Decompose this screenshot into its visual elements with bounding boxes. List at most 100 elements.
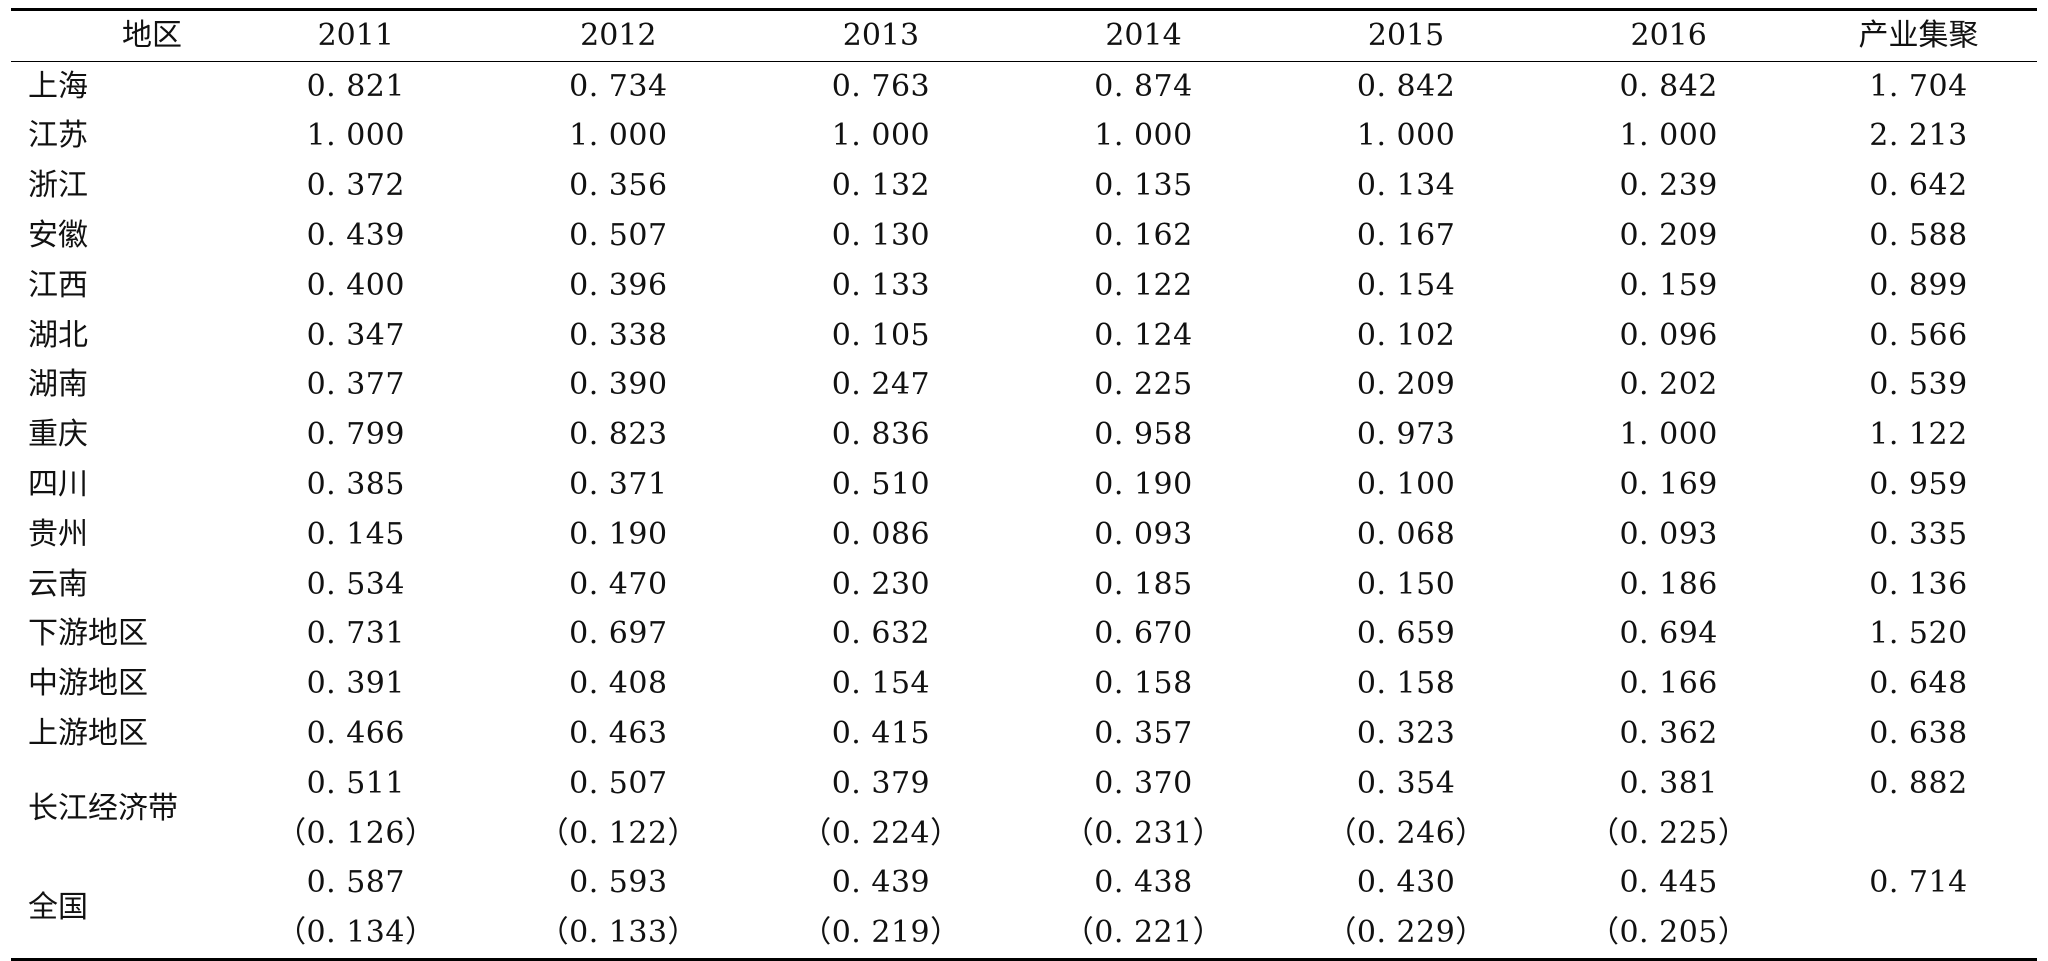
value-cell: 0. 093 — [1094, 516, 1193, 552]
value-cell: 1. 000 — [1356, 118, 1456, 154]
value-cell: 0. 823 — [569, 417, 668, 453]
region-cell: 湖南 — [28, 367, 88, 403]
value-cell: 0. 186 — [1619, 566, 1718, 602]
agglomeration-cell: 0. 638 — [1869, 716, 1968, 752]
value-cell: 0. 154 — [1356, 267, 1456, 303]
summary-agglomeration-empty-cell — [1800, 908, 2037, 959]
summary-mean-cell: 0. 439 — [831, 865, 931, 901]
summary-row: 全国 0. 587 0. 593 0. 439 0. 438 0. 430 0. 445 0.… — [11, 859, 2037, 923]
agglomeration-cell: 0. 642 — [1869, 168, 1968, 204]
value-cell: 0. 799 — [306, 417, 405, 453]
region-cell: 江苏 — [28, 118, 88, 154]
region-cell: 湖北 — [28, 317, 88, 353]
summary-mean-cell: 0. 587 — [306, 865, 405, 901]
value-cell: 0. 415 — [831, 716, 931, 752]
value-cell: 0. 973 — [1356, 417, 1456, 453]
agglomeration-cell: 0. 335 — [1869, 516, 1968, 552]
table-row: 湖南 0. 377 0. 390 0. 247 0. 225 0. 209 0. 202 0.… — [11, 361, 2037, 411]
value-cell: 0. 734 — [569, 68, 668, 104]
value-cell: 0. 534 — [306, 566, 405, 602]
summary-agglomeration-cell: 0. 882 — [1869, 765, 1968, 801]
value-cell: 1. 000 — [1094, 118, 1193, 154]
summary-sd-cell: （0. 224） — [801, 815, 961, 851]
value-cell: 0. 124 — [1094, 317, 1193, 353]
value-cell: 0. 169 — [1619, 467, 1718, 503]
agglomeration-cell: 0. 539 — [1869, 367, 1968, 403]
table-header: 地区 2011 2012 2013 2014 2015 2016 产业集聚 — [11, 9, 2037, 62]
value-cell: 0. 093 — [1619, 516, 1718, 552]
value-cell: 0. 408 — [569, 666, 668, 702]
value-cell: 0. 470 — [569, 566, 668, 602]
agglomeration-cell: 0. 588 — [1869, 218, 1968, 254]
summary-row: 长江经济带 0. 511 0. 507 0. 379 0. 370 0. 354 0. 38… — [11, 759, 2037, 823]
table-body: 上海 0. 821 0. 734 0. 763 0. 874 0. 842 0. 842 1.… — [11, 61, 2037, 959]
value-cell: 0. 763 — [831, 68, 931, 104]
table-row: 贵州 0. 145 0. 190 0. 086 0. 093 0. 068 0. 093 0.… — [11, 510, 2037, 560]
value-cell: 1. 000 — [1619, 417, 1718, 453]
agglomeration-cell: 1. 122 — [1869, 417, 1968, 453]
summary-sd-cell: （0. 219） — [801, 915, 961, 951]
value-cell: 0. 190 — [569, 516, 668, 552]
summary-sd-cell: （0. 133） — [538, 915, 699, 951]
value-cell: 0. 247 — [831, 367, 931, 403]
table-row: 安徽 0. 439 0. 507 0. 130 0. 162 0. 167 0. 209 0.… — [11, 211, 2037, 261]
value-cell: 0. 836 — [831, 417, 931, 453]
value-cell: 0. 167 — [1356, 218, 1456, 254]
agglomeration-cell: 2. 213 — [1869, 118, 1968, 154]
value-cell: 0. 371 — [569, 467, 668, 503]
value-cell: 0. 821 — [306, 68, 405, 104]
value-cell: 0. 697 — [569, 616, 668, 652]
value-cell: 1. 000 — [306, 118, 405, 154]
value-cell: 0. 659 — [1356, 616, 1456, 652]
value-cell: 0. 439 — [306, 218, 405, 254]
value-cell: 0. 842 — [1356, 68, 1456, 104]
value-cell: 0. 185 — [1094, 566, 1193, 602]
value-cell: 0. 362 — [1619, 716, 1718, 752]
value-cell: 0. 190 — [1094, 467, 1193, 503]
value-cell: 0. 154 — [831, 666, 931, 702]
value-cell: 0. 510 — [831, 467, 931, 503]
value-cell: 1. 000 — [569, 118, 668, 154]
value-cell: 0. 390 — [569, 367, 668, 403]
value-cell: 0. 134 — [1356, 168, 1456, 204]
value-cell: 0. 396 — [569, 267, 668, 303]
value-cell: 0. 338 — [569, 317, 668, 353]
value-cell: 0. 507 — [569, 218, 668, 254]
value-cell: 1. 000 — [1619, 118, 1718, 154]
region-cell: 安徽 — [28, 218, 88, 254]
agglomeration-cell: 0. 959 — [1869, 467, 1968, 503]
value-cell: 0. 086 — [831, 516, 931, 552]
value-cell: 0. 209 — [1356, 367, 1456, 403]
column-header-2012: 2012 — [487, 9, 750, 62]
value-cell: 0. 159 — [1619, 267, 1718, 303]
agglomeration-cell: 0. 566 — [1869, 317, 1968, 353]
value-cell: 0. 166 — [1619, 666, 1718, 702]
agglomeration-cell: 0. 899 — [1869, 267, 1968, 303]
summary-sd-cell: （0. 246） — [1326, 815, 1486, 851]
value-cell: 0. 958 — [1094, 417, 1193, 453]
table-row: 四川 0. 385 0. 371 0. 510 0. 190 0. 100 0. 169 0.… — [11, 460, 2037, 510]
value-cell: 0. 096 — [1619, 317, 1718, 353]
value-cell: 0. 372 — [306, 168, 405, 204]
table-row: 浙江 0. 372 0. 356 0. 132 0. 135 0. 134 0. 239 0.… — [11, 161, 2037, 211]
region-cell: 云南 — [28, 566, 88, 602]
summary-mean-cell: 0. 511 — [306, 765, 405, 801]
summary-mean-cell: 0. 438 — [1094, 865, 1193, 901]
value-cell: 0. 105 — [831, 317, 931, 353]
summary-sd-cell: （0. 231） — [1063, 815, 1224, 851]
summary-mean-cell: 0. 430 — [1356, 865, 1456, 901]
value-cell: 0. 158 — [1094, 666, 1193, 702]
value-cell: 0. 385 — [306, 467, 405, 503]
summary-mean-cell: 0. 593 — [569, 865, 668, 901]
table-row: 下游地区 0. 731 0. 697 0. 632 0. 670 0. 659 0. 694… — [11, 610, 2037, 660]
summary-agglomeration-empty-cell — [1800, 809, 2037, 859]
summary-mean-cell: 0. 381 — [1619, 765, 1718, 801]
value-cell: 0. 874 — [1094, 68, 1193, 104]
table-row: 上海 0. 821 0. 734 0. 763 0. 874 0. 842 0. 842 1.… — [11, 61, 2037, 111]
region-cell: 江西 — [28, 267, 88, 303]
summary-mean-cell: 0. 370 — [1094, 765, 1193, 801]
value-cell: 0. 102 — [1356, 317, 1456, 353]
summary-sd-cell: （0. 134） — [276, 915, 436, 951]
summary-sd-cell: （0. 229） — [1326, 915, 1486, 951]
agglomeration-cell: 1. 520 — [1869, 616, 1968, 652]
